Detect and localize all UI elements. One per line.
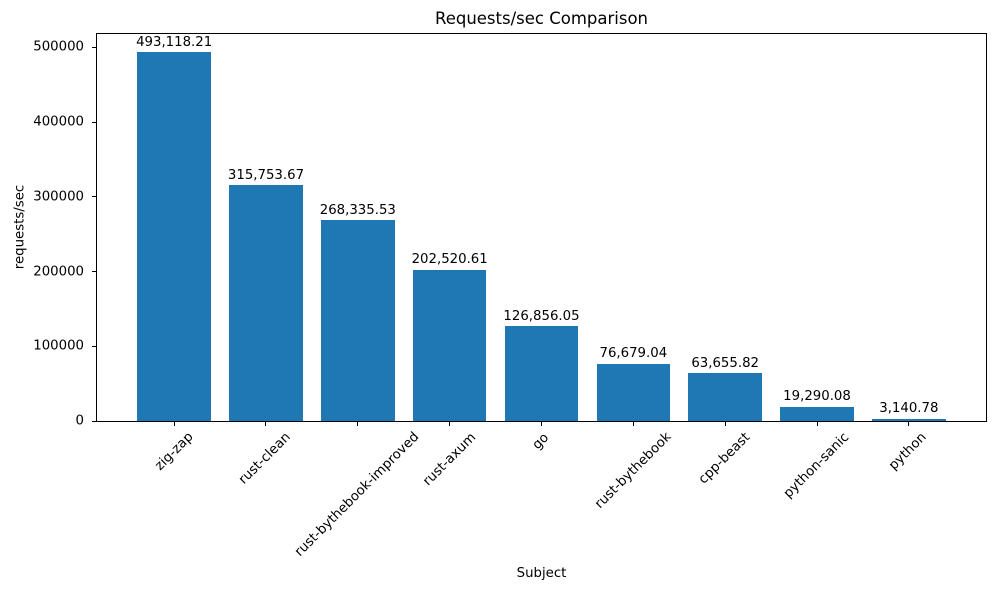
bar-python-sanic [780, 406, 854, 421]
y-tick-mark [92, 420, 96, 422]
x-tick-mark [908, 422, 910, 426]
bar-go [504, 326, 579, 421]
x-tick-label-rust-clean: rust-clean [236, 430, 295, 488]
bar-rust-axum [412, 269, 487, 421]
x-tick-mark [541, 422, 542, 426]
bar-zig-zap [137, 52, 211, 421]
bar-rust-clean [229, 184, 303, 421]
x-tick-mark [173, 422, 175, 426]
y-tick-label: 300000 [33, 189, 84, 205]
chart-title: Requests/sec Comparison [434, 9, 649, 28]
x-tick-mark [265, 422, 267, 426]
x-tick-mark [816, 422, 818, 426]
y-tick-mark [92, 121, 96, 123]
bar-value-label: 19,290.08 [783, 389, 851, 405]
bar-value-label: 202,520.61 [411, 252, 488, 268]
y-tick-label: 400000 [33, 114, 84, 130]
bar-value-label: 76,679.04 [599, 346, 668, 362]
x-tick-mark [357, 422, 359, 426]
y-tick-label: 200000 [33, 263, 84, 279]
x-tick-label-python-sanic: python-sanic [780, 430, 853, 502]
bar-value-label: 126,856.05 [503, 308, 580, 324]
bar-python [872, 418, 946, 421]
bar-rust-bythebook-improved [321, 220, 395, 421]
bar-cpp-beast [688, 373, 762, 421]
y-tick-label: 100000 [33, 338, 84, 354]
x-tick-label-cpp-beast: cpp-beast [696, 430, 754, 488]
x-tick-label-python: python [886, 430, 931, 474]
y-tick-label: 0 [75, 413, 84, 429]
bar-value-label: 493,118.21 [136, 35, 213, 51]
x-tick-label-rust-bythebook-improved: rust-bythebook-improved [292, 429, 423, 561]
y-tick-label: 500000 [33, 39, 84, 55]
x-tick-label-go: go [529, 430, 553, 453]
y-tick-mark [92, 196, 96, 198]
x-tick-label-zig-zap: zig-zap [151, 429, 197, 474]
bar-rust-bythebook [596, 363, 671, 421]
x-tick-label-rust-axum: rust-axum [420, 429, 479, 489]
x-tick-label-rust-bythebook: rust-bythebook [592, 429, 675, 513]
bar-value-label: 268,335.53 [319, 203, 396, 219]
y-tick-mark [92, 345, 96, 347]
bar-value-label: 3,140.78 [879, 401, 939, 417]
bar-value-label: 315,753.67 [227, 167, 305, 183]
y-tick-mark [92, 271, 96, 272]
bar-value-label: 63,655.82 [691, 356, 760, 372]
x-tick-mark [449, 422, 451, 426]
y-tick-mark [92, 46, 96, 48]
x-tick-mark [724, 422, 726, 426]
plot-area [96, 33, 987, 422]
x-tick-mark [632, 422, 634, 426]
x-axis-label: Subject [516, 566, 567, 581]
